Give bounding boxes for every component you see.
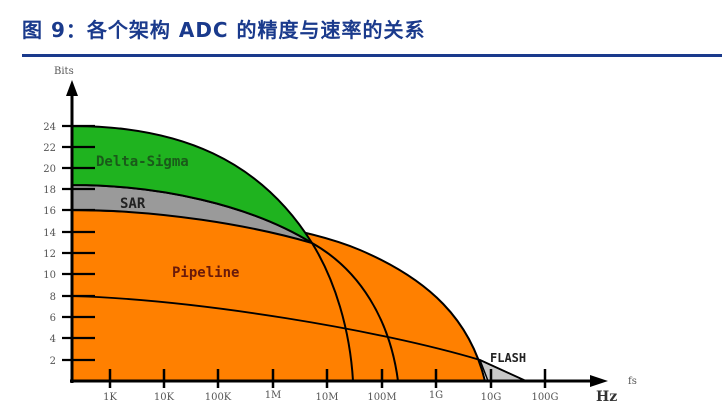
flash-line [71,295,527,382]
y-tick-label: 12 [43,249,56,260]
x-tick-label: 10M [316,392,339,403]
x-tick-label: 1G [429,390,443,401]
x-axis-arrow-icon [590,375,608,387]
title-divider [22,54,722,57]
flash-label: FLASH [490,351,526,365]
y-tick-label: 8 [50,292,56,303]
sar-label: SAR [120,196,146,212]
y-axis-label: Bits [54,66,74,77]
x-tick-label: 1M [265,390,282,401]
delta-sigma-label: Delta-Sigma [96,154,189,170]
x-axis-label-fs: fs [628,376,637,387]
y-tick-label: 18 [43,185,56,196]
x-tick-label: 1K [103,392,117,403]
x-tick-label: 100M [367,392,396,403]
y-axis-arrow-icon [66,80,78,96]
delta-sigma-area [71,124,313,244]
x-axis-unit-label: Hz [596,389,617,405]
y-tick-label: 24 [43,122,56,133]
y-tick-label: 16 [43,206,56,217]
y-tick-label: 2 [50,356,56,367]
y-tick-label: 20 [43,164,56,175]
x-tick-label: 10K [154,392,175,403]
y-tick-label: 10 [43,270,56,281]
pipeline-area [71,208,487,382]
pipeline-inner-curve-2 [311,242,399,382]
y-tick-label: 6 [50,313,56,324]
x-tick-label: 100G [531,392,558,403]
y-tick-label: 22 [43,143,56,154]
pipeline-label: Pipeline [172,265,239,281]
figure-title: 图 9：各个架构 ADC 的精度与速率的关系 [22,18,426,42]
y-tick-label: 14 [43,228,56,239]
y-tick-label: 4 [50,334,56,345]
pipeline-inner-curve-1 [311,242,354,382]
x-tick-label: 100K [205,392,232,403]
x-tick-label: 10G [481,392,502,403]
